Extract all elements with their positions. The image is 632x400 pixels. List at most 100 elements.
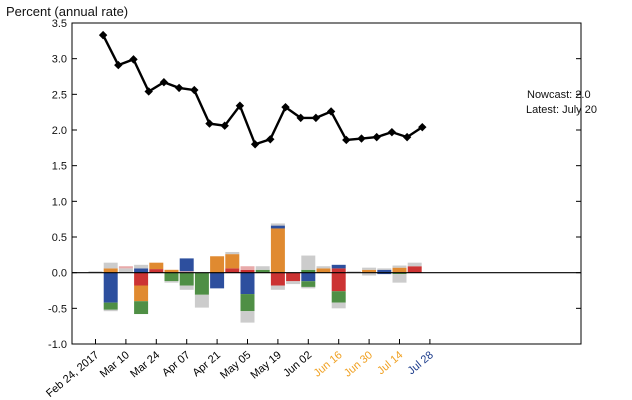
nowcast-point — [235, 101, 245, 110]
nowcast-point — [174, 83, 184, 93]
bar-segment-orange — [164, 269, 179, 273]
nowcast-point — [266, 135, 275, 144]
bar-segment-red — [149, 269, 164, 273]
y-axis: -1.0 -0.5 0.0 0.5 1.0 1.5 2.0 2.5 3.0 3.5 — [48, 18, 581, 351]
y-tick-label: 2.5 — [52, 89, 67, 101]
y-tick-label: 0.0 — [52, 268, 67, 280]
bar-segment-gray — [286, 281, 301, 285]
x-tick-label: Feb 24, 2017 — [44, 349, 101, 400]
x-tick-label: Mar 10 — [98, 349, 132, 380]
nowcast-point — [326, 107, 336, 116]
bar-segment-red — [225, 268, 240, 273]
bar-segment-gray — [225, 251, 240, 255]
contribution-bars — [88, 223, 422, 323]
bar-segment-green — [240, 294, 255, 312]
x-tick-label: Jun 16 — [312, 349, 345, 379]
nowcast-point — [98, 30, 108, 40]
nowcast-series — [98, 30, 427, 149]
bar-segment-gray — [301, 286, 316, 289]
bar-segment-gray — [164, 281, 179, 283]
y-tick-label: 2.0 — [52, 125, 67, 137]
nowcast-point — [205, 119, 214, 128]
y-tick-label: 3.5 — [52, 18, 67, 30]
bar-segment-gray — [407, 262, 422, 267]
bar-segment-gray — [392, 265, 407, 268]
bar-segment-gray — [316, 266, 331, 269]
bar-segment-gray — [240, 311, 255, 323]
bar-segment-gray — [362, 272, 377, 276]
nowcast-point — [159, 78, 169, 87]
bar-segment-blue — [134, 268, 149, 273]
bar-segment-blue — [301, 272, 316, 282]
bar-segment-gray — [270, 223, 285, 226]
y-tick-label: 3.0 — [52, 54, 67, 66]
nowcast-point — [372, 132, 381, 142]
nowcast-line — [102, 34, 423, 146]
bar-segment-gray — [301, 255, 316, 270]
bar-segment-blue — [377, 269, 392, 273]
bar-segment-red — [134, 272, 149, 286]
nowcast-point — [418, 122, 427, 132]
bar-segment-gray — [377, 268, 392, 270]
bar-segment-green — [179, 272, 194, 286]
bar-segment-orange — [149, 262, 164, 270]
bar-segment-red — [331, 272, 346, 292]
y-tick-label: 1.5 — [52, 161, 67, 173]
x-tick-label: May 19 — [248, 349, 283, 381]
bar-segment-blue — [377, 272, 392, 275]
nowcast-point — [281, 102, 290, 112]
bar-segment-blue — [240, 272, 255, 295]
nowcast-point — [296, 113, 305, 123]
y-tick-label: 0.5 — [52, 232, 67, 244]
bar-segment-green — [103, 302, 118, 310]
y-tick-label: -1.0 — [48, 339, 67, 351]
x-tick-label: Apr 07 — [160, 349, 193, 379]
y-tick-label: 1.0 — [52, 196, 67, 208]
nowcast-point — [387, 127, 397, 137]
bar-segment-green — [255, 269, 270, 273]
bar-segment-red — [331, 268, 346, 273]
bar-segment-red — [270, 272, 285, 286]
bar-segment-green — [134, 301, 149, 315]
bar-segment-gray — [103, 262, 118, 269]
latest-annotation: Latest: July 20 — [526, 104, 597, 116]
bar-segment-orange — [316, 268, 331, 273]
bar-segment-pink — [240, 266, 255, 270]
y-tick-label: -0.5 — [48, 303, 67, 315]
bar-segment-gray — [88, 271, 103, 273]
bar-segment-green — [301, 281, 316, 287]
bar-segment-orange — [210, 256, 225, 273]
bar-segment-gray — [255, 266, 270, 270]
nowcast-point — [144, 87, 153, 96]
nowcast-point — [342, 135, 351, 145]
plot-frame — [71, 22, 582, 345]
nowcast-point — [311, 113, 321, 123]
bar-segment-orange — [270, 228, 285, 273]
bar-segment-gray — [270, 285, 285, 290]
bar-segment-green — [194, 272, 209, 295]
x-tick-label: Jul 14 — [375, 349, 405, 377]
bar-segment-red — [286, 272, 301, 282]
bar-segment-blue — [210, 272, 225, 289]
bar-segment-gray — [103, 309, 118, 312]
nowcast-point — [250, 140, 260, 149]
bar-segment-orange — [392, 267, 407, 273]
bar-segment-gray — [134, 264, 149, 269]
x-tick-label: May 05 — [218, 349, 253, 381]
x-tick-label: Apr 21 — [190, 349, 223, 379]
bar-segment-orange — [103, 268, 118, 273]
bar-segment-red — [240, 269, 255, 273]
bar-segment-gray — [194, 294, 209, 308]
bar-segment-gray — [346, 271, 361, 273]
nowcast-point — [402, 132, 412, 142]
bar-segment-green — [301, 269, 316, 273]
y-axis-label: Percent (annual rate) — [6, 4, 128, 19]
nowcast-point — [129, 55, 138, 64]
bar-segment-orange — [362, 269, 377, 273]
bar-segment-orange — [134, 285, 149, 302]
nowcast-point — [190, 85, 199, 95]
nowcast-point — [357, 134, 366, 143]
x-tick-label: Mar 24 — [128, 349, 162, 380]
